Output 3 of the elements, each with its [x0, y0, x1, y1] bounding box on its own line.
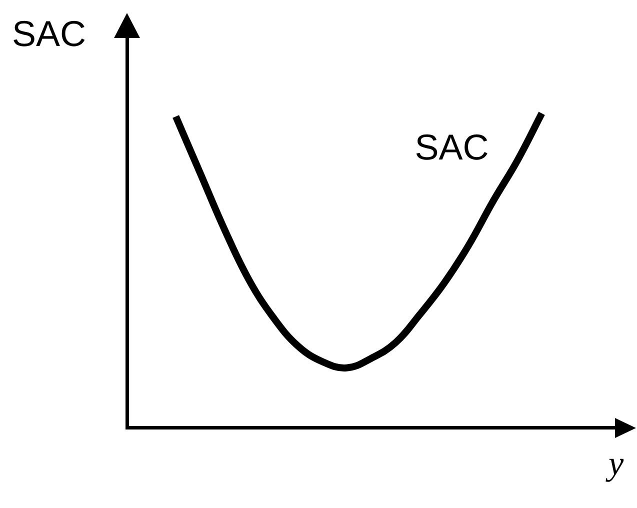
series-label: SAC: [414, 126, 489, 168]
y-axis-title: SAC: [12, 13, 86, 54]
x-axis-title: y: [605, 446, 624, 483]
